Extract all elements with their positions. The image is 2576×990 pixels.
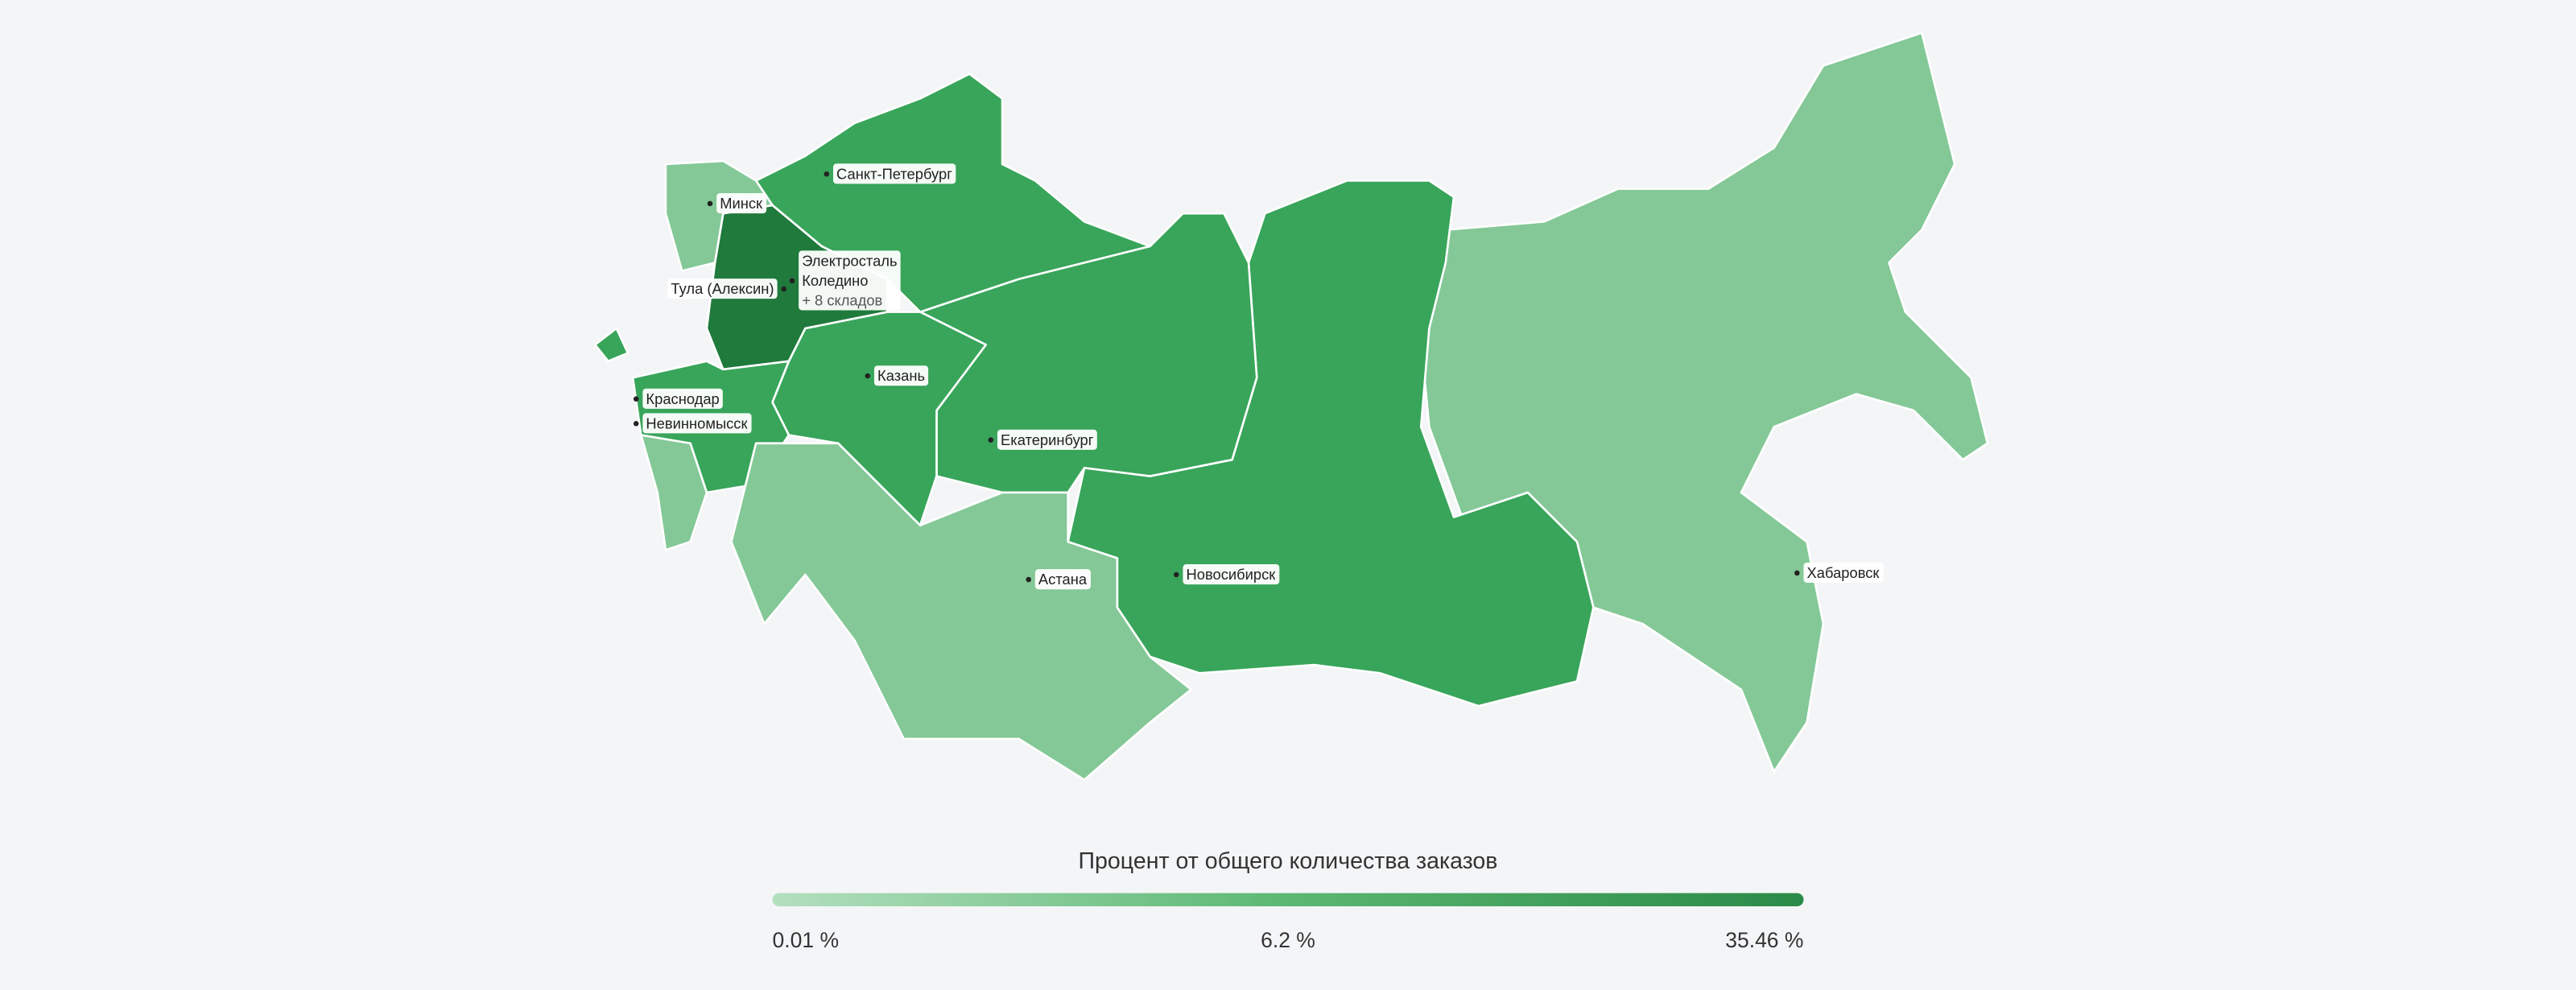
label-box [642,413,752,434]
city-dot [781,286,787,292]
label-text: Тула (Алексин) [671,280,774,297]
city-label: Электросталь Коледино + 8 складов [789,250,901,311]
city-dot [1794,570,1800,576]
city-label: Санкт-Петербург [824,163,956,184]
city-label: Краснодар [633,388,723,409]
legend-tick: 35.46 % [1725,928,1803,952]
region-central[interactable] [705,204,889,371]
region-caucasus[interactable] [639,434,708,551]
city-label: Тула (Алексин) [667,278,787,299]
label-box [716,193,767,214]
city-dot [824,171,830,177]
label-text: Астана [1038,571,1088,588]
label-text: Санкт-Петербург [836,165,952,182]
label-text: + 8 складов [802,291,882,308]
legend-tick: 6.2 % [1261,928,1315,952]
label-box [873,365,929,386]
city-labels: Санкт-Петербург Минск Тула (Алексин) Электр… [633,163,1884,590]
city-dot [633,396,639,402]
label-box [799,250,901,311]
label-box [1034,569,1091,590]
label-text: Краснодар [646,390,719,407]
label-text: Хабаровск [1807,564,1880,581]
city-label: Минск [707,193,767,214]
region-kazakhstan[interactable] [730,442,1192,782]
label-box [642,388,723,409]
city-dot [707,200,713,207]
label-text: Екатеринбург [1001,431,1094,448]
label-text: Новосибирск [1187,566,1277,583]
label-box [1803,562,1884,584]
city-label: Невинномысск [633,413,752,434]
label-text: Коледино [802,272,868,289]
label-box [832,163,956,184]
label-text: Казань [877,367,925,384]
region-far-east[interactable] [1411,31,1989,773]
city-label: Екатеринбург [988,429,1097,450]
label-text: Невинномысск [646,415,748,431]
city-dot [789,278,795,284]
legend-bar [772,893,1804,906]
label-box [997,429,1097,450]
city-dot [1026,576,1031,583]
legend-tick: 0.01 % [773,928,840,952]
city-label: Астана [1026,569,1091,590]
legend-title: Процент от общего количества заказов [1079,848,1498,874]
region-crimea[interactable] [593,327,630,363]
label-box [1183,564,1280,585]
city-label: Новосибирск [1174,564,1280,585]
label-text: Электросталь [802,252,897,269]
city-dot [633,421,639,427]
city-label: Казань [865,365,929,386]
legend: Процент от общего количества заказов 0.0… [772,848,1804,952]
label-box [667,278,778,299]
city-dot [1174,571,1179,578]
label-text: Минск [720,195,763,212]
city-dot [988,437,994,443]
regions [593,31,1989,782]
city-label: Хабаровск [1794,562,1884,584]
city-dot [865,373,871,379]
region-belarus[interactable] [664,159,774,272]
